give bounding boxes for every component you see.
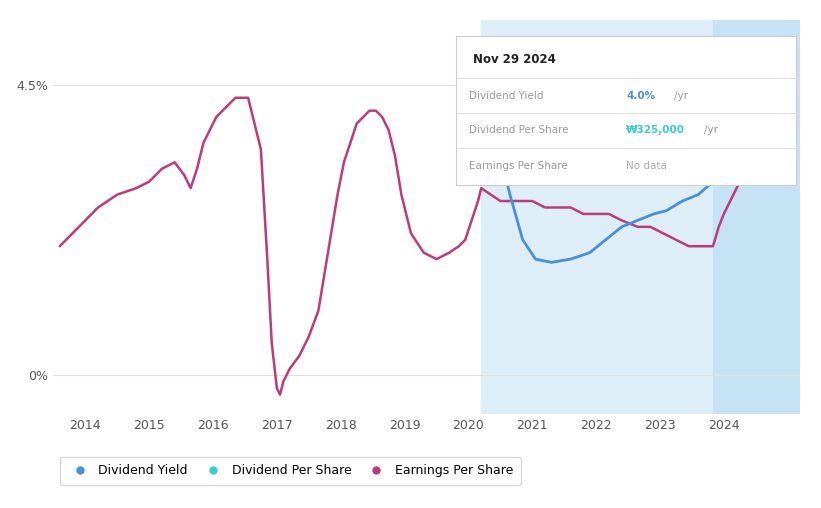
Bar bbox=[713, 20, 800, 414]
Text: Nov 29 2024: Nov 29 2024 bbox=[473, 53, 556, 66]
Legend: Dividend Yield, Dividend Per Share, Earnings Per Share: Dividend Yield, Dividend Per Share, Earn… bbox=[60, 457, 521, 485]
Bar bbox=[481, 20, 713, 414]
Text: /yr: /yr bbox=[704, 125, 718, 135]
Text: 4.0%: 4.0% bbox=[626, 90, 655, 101]
Text: No data: No data bbox=[626, 161, 667, 171]
Text: Dividend Per Share: Dividend Per Share bbox=[470, 125, 569, 135]
Text: /yr: /yr bbox=[674, 90, 688, 101]
Text: Past: Past bbox=[737, 46, 762, 59]
Text: ₩325,000: ₩325,000 bbox=[626, 125, 685, 135]
Text: Dividend Yield: Dividend Yield bbox=[470, 90, 544, 101]
Text: Earnings Per Share: Earnings Per Share bbox=[470, 161, 568, 171]
